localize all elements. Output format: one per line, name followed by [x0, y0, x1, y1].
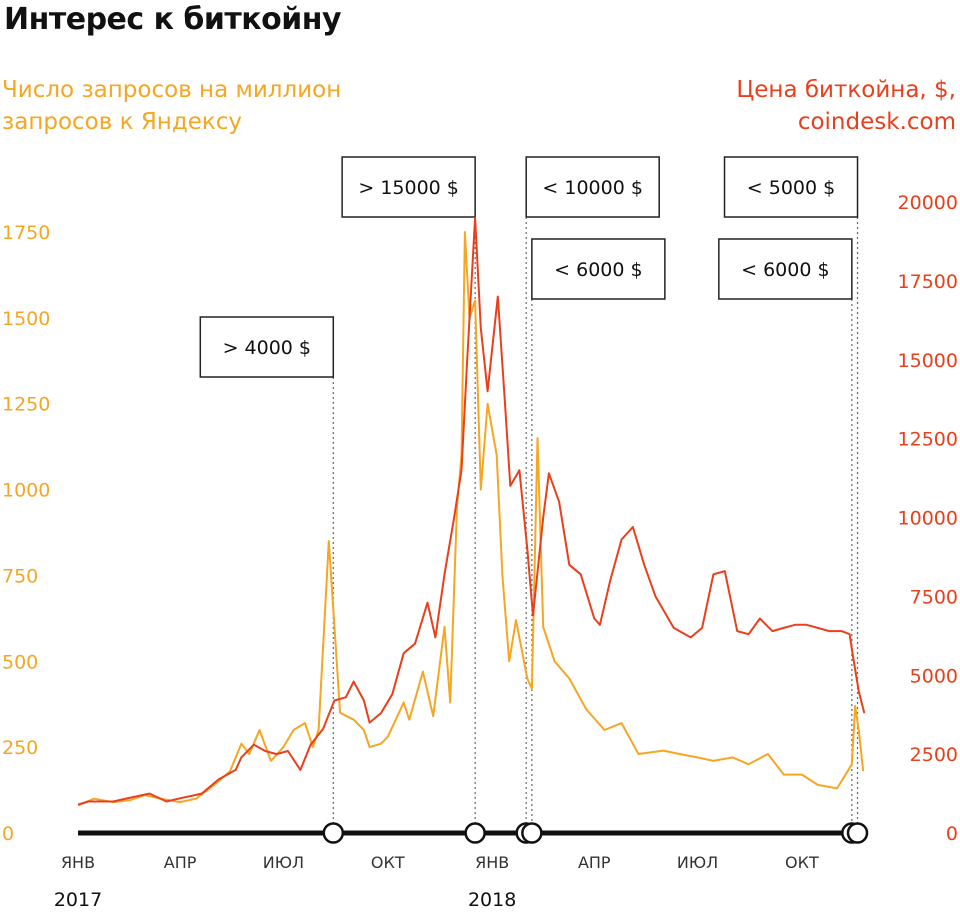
right-tick-label: 2500 [910, 744, 958, 766]
right-tick-label: 15000 [898, 350, 958, 372]
right-axis-caption: Цена биткойна, $, coindesk.com [556, 74, 956, 138]
left-tick-label: 0 [2, 823, 14, 845]
event-callout: > 4000 $ [199, 316, 335, 378]
event-callout: < 10000 $ [525, 156, 660, 218]
event-callout-label: < 5000 $ [747, 177, 835, 199]
right-axis-caption-line1: Цена биткойна, $, [736, 77, 956, 103]
x-year-label: 2017 [54, 889, 102, 911]
left-tick-label: 250 [2, 737, 38, 759]
event-marker [846, 822, 869, 844]
left-tick-label: 1000 [2, 480, 50, 502]
left-tick-label: 750 [2, 565, 38, 587]
right-tick-label: 20000 [898, 192, 958, 214]
x-month-label: ИЮЛ [677, 853, 718, 872]
bitcoin-price-line [77, 216, 866, 806]
left-tick-label: 1250 [2, 394, 50, 416]
right-tick-label: 5000 [910, 665, 958, 687]
left-axis-caption-line2: запросов к Яндексу [2, 109, 243, 135]
right-tick-label: 0 [946, 823, 958, 845]
event-callout: < 5000 $ [723, 156, 859, 218]
event-callout-box [199, 316, 335, 378]
right-tick-label: 12500 [898, 429, 958, 451]
event-callout: < 6000 $ [531, 238, 666, 300]
x-month-label: АПР [578, 853, 611, 872]
left-tick-label: 500 [2, 651, 38, 673]
x-month-label: ОКТ [371, 853, 405, 872]
event-marker [521, 822, 543, 844]
right-axis-caption-line2: coindesk.com [797, 109, 956, 135]
left-axis-caption: Число запросов на миллион запросов к Янд… [2, 74, 422, 138]
x-month-label: ЯНВ [61, 853, 95, 872]
left-tick-label: 1750 [2, 222, 50, 244]
x-month-label: ОКТ [785, 853, 819, 872]
right-tick-label: 17500 [898, 271, 958, 293]
x-year-label: 2018 [468, 889, 516, 911]
event-callout-box [723, 156, 859, 218]
event-callout: > 15000 $ [341, 156, 476, 218]
event-marker [322, 822, 345, 844]
x-month-label: ЯНВ [475, 853, 509, 872]
left-tick-label: 1500 [2, 308, 50, 330]
event-callout-label: > 4000 $ [223, 337, 311, 359]
right-tick-label: 7500 [910, 586, 958, 608]
event-marker [464, 822, 486, 844]
search-interest-line [77, 231, 865, 807]
x-month-label: ИЮЛ [263, 853, 304, 872]
event-callout-box [525, 156, 660, 218]
event-callout-box [718, 238, 853, 300]
chart-title: Интерес к биткойну [4, 2, 342, 37]
event-callout-label: < 6000 $ [554, 259, 642, 281]
event-callout-label: < 6000 $ [741, 259, 829, 281]
left-axis-caption-line1: Число запросов на миллион [2, 77, 342, 103]
right-tick-label: 10000 [898, 508, 958, 530]
x-month-label: АПР [164, 853, 197, 872]
event-callout-label: > 15000 $ [358, 177, 459, 199]
event-callout-box [531, 238, 666, 300]
event-callout: < 6000 $ [718, 238, 853, 300]
event-callout-box [341, 156, 476, 218]
event-callout-label: < 10000 $ [542, 177, 643, 199]
